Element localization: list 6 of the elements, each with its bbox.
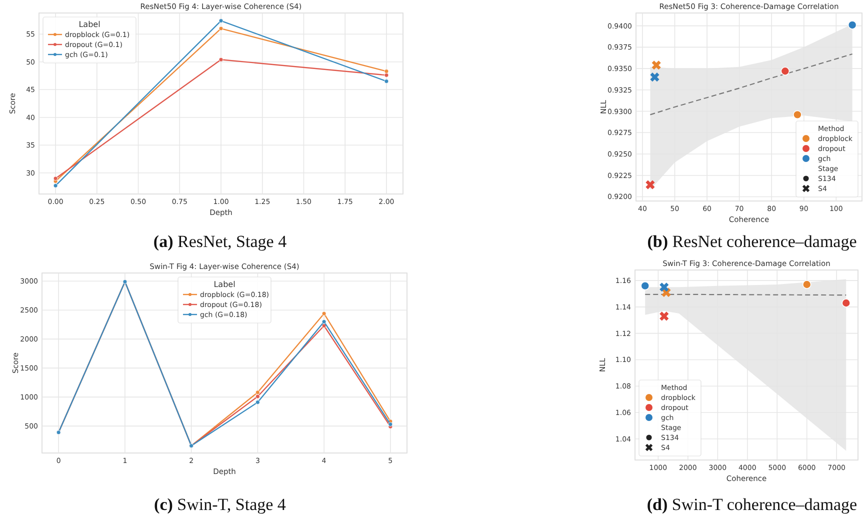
text: (d) Swin-T coherence–damage bbox=[646, 495, 858, 514]
legend-title: Label bbox=[214, 280, 236, 289]
text: (b) ResNet coherence–damage bbox=[647, 232, 857, 251]
text: (a) ResNet, Stage 4 bbox=[153, 232, 288, 251]
text: (c) Swin-T, Stage 4 bbox=[154, 495, 286, 514]
legend-title: Label bbox=[78, 20, 100, 29]
